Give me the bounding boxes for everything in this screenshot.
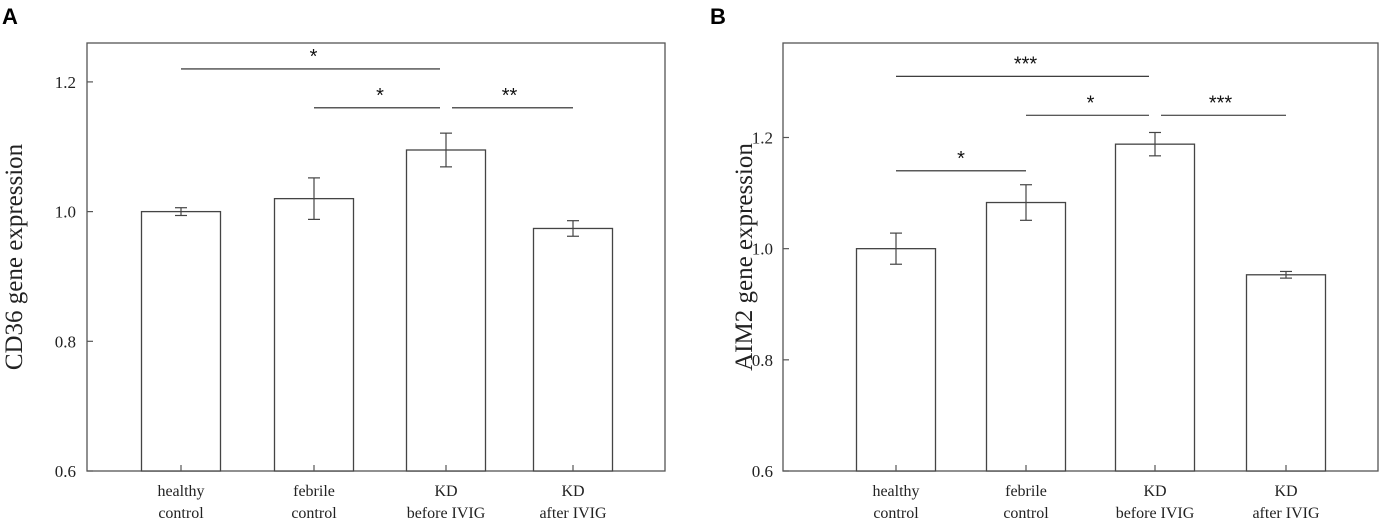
panel-b-y-tick-label: 0.6: [752, 462, 773, 481]
panel-b-significance-label-0: ***: [1014, 53, 1038, 75]
panel-a-category-label-line1: KD: [561, 483, 584, 500]
panel-b-plot-frame: [782, 42, 1379, 472]
panel-b-category-label-line2: before IVIG: [1116, 505, 1195, 522]
panel-a-y-axis-title: CD36 gene expression: [1, 143, 28, 370]
panel-a-significance-label-2: **: [502, 85, 518, 107]
panel-b-category-label-line1: healthy: [872, 483, 919, 500]
panel-a-bar-2: [405, 149, 487, 472]
panel-b-category-label-line1: febrile: [1005, 483, 1047, 500]
panel-b-category-label-line1: KD: [1143, 483, 1166, 500]
panel-a-bar-1: [273, 197, 355, 472]
panel-b-category-label-line2: after IVIG: [1252, 505, 1320, 522]
panel-a-category-label-line2: control: [291, 505, 337, 522]
panel-b-bar-1: [985, 201, 1067, 472]
panel-a-category-label-line1: febrile: [293, 483, 335, 500]
panel-a-letter: A: [2, 4, 18, 29]
panel-a-category-label-line1: healthy: [157, 483, 204, 500]
panel-a-bar-3: [532, 227, 614, 472]
panel-b-letter: B: [710, 4, 726, 29]
panel-a-y-tick-label: 1.0: [55, 203, 76, 222]
panel-a-plot-frame: [86, 42, 666, 472]
panel-a-y-tick-label: 0.6: [55, 462, 76, 481]
panel-a-category-label-line2: control: [158, 505, 204, 522]
panel-a-y-tick-label: 0.8: [55, 332, 76, 351]
panel-a: A 0.6 0.8 1.0 1.2 CD36 gene expression health…: [1, 4, 666, 522]
panel-b-y-tick-label: 0.8: [752, 351, 773, 370]
panel-a-category-label-line2: before IVIG: [407, 505, 486, 522]
panel-b-significance-label-2: ***: [1209, 92, 1233, 114]
panel-b-y-axis-title: AIM2 gene expression: [731, 143, 758, 371]
panel-b-bar-0: [855, 248, 937, 472]
panel-b-category-label-line2: control: [1003, 505, 1049, 522]
panel-b-bar-2: [1114, 143, 1196, 472]
panel-b-category-label-line2: control: [873, 505, 919, 522]
panel-a-category-label-line2: after IVIG: [539, 505, 607, 522]
panel-a-category-label-line1: KD: [434, 483, 457, 500]
panel-b-significance-label-3: *: [957, 148, 965, 170]
panel-b-y-tick-label: 1.2: [752, 128, 773, 147]
panel-b-category-label-line1: KD: [1274, 483, 1297, 500]
panel-b-bar-3: [1245, 274, 1327, 472]
panel-b-significance-label-1: *: [1087, 92, 1095, 114]
panel-a-significance-label-1: *: [376, 85, 384, 107]
panel-a-significance-label-0: *: [310, 46, 318, 68]
panel-a-y-tick-label: 1.2: [55, 73, 76, 92]
panel-b-y-tick-label: 1.0: [752, 240, 773, 259]
panel-a-bar-0: [140, 210, 222, 472]
